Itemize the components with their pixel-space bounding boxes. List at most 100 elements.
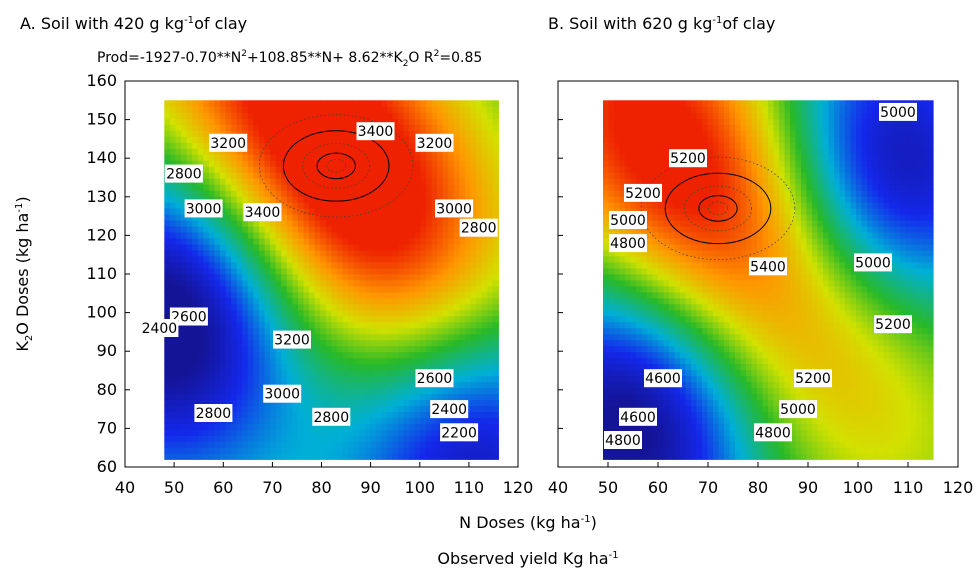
heatmap-cell xyxy=(636,178,643,185)
heatmap-cell xyxy=(353,172,360,179)
heatmap-cell xyxy=(409,213,416,221)
heatmap-cell xyxy=(685,363,692,371)
heatmap-cell xyxy=(297,148,305,155)
heatmap-cell xyxy=(674,399,681,407)
heatmap-cell xyxy=(409,399,416,407)
heatmap-cell xyxy=(258,447,266,454)
heatmap-cell xyxy=(231,106,238,113)
heatmap-cell xyxy=(713,112,720,119)
heatmap-cell xyxy=(242,106,249,113)
heatmap-cell xyxy=(487,124,494,131)
heatmap-cell xyxy=(264,441,271,448)
heatmap-cell xyxy=(292,243,299,251)
heatmap-cell xyxy=(375,100,383,107)
heatmap-cell xyxy=(370,417,377,424)
heatmap-cell xyxy=(303,160,310,167)
heatmap-cell xyxy=(348,375,355,383)
heatmap-cell xyxy=(214,172,221,179)
heatmap-cell xyxy=(718,249,725,257)
heatmap-cell xyxy=(442,219,449,227)
heatmap-cell xyxy=(253,249,260,257)
heatmap-cell xyxy=(381,297,388,305)
heatmap-cell xyxy=(718,207,725,215)
heatmap-cell xyxy=(691,291,698,299)
heatmap-cell xyxy=(481,267,488,275)
heatmap-cell xyxy=(270,231,277,239)
heatmap-cell xyxy=(348,327,355,335)
heatmap-cell xyxy=(625,172,632,179)
heatmap-cell xyxy=(669,291,676,299)
heatmap-cell xyxy=(647,345,654,353)
heatmap-cell xyxy=(242,333,249,341)
heatmap-cell xyxy=(281,130,288,137)
heatmap-cell xyxy=(348,142,355,149)
heatmap-cell xyxy=(481,279,488,287)
heatmap-cell xyxy=(331,249,338,257)
heatmap-cell xyxy=(281,369,288,377)
heatmap-cell xyxy=(691,453,698,460)
heatmap-cell xyxy=(320,333,327,341)
heatmap-cell xyxy=(680,237,687,245)
heatmap-cell xyxy=(398,273,405,281)
heatmap-cell xyxy=(481,339,488,347)
heatmap-cell xyxy=(197,112,204,119)
heatmap-cell xyxy=(658,225,665,233)
heatmap-cell xyxy=(325,291,332,299)
heatmap-cell xyxy=(470,369,477,377)
heatmap-cell xyxy=(442,261,449,269)
heatmap-cell xyxy=(619,423,626,430)
heatmap-cell xyxy=(336,423,344,430)
heatmap-cell xyxy=(492,172,499,179)
heatmap-cell xyxy=(608,339,615,347)
heatmap-cell xyxy=(470,142,477,149)
heatmap-cell xyxy=(630,112,637,119)
heatmap-cell xyxy=(707,393,714,401)
heatmap-cell xyxy=(231,112,238,119)
heatmap-cell xyxy=(181,387,188,395)
heatmap-cell xyxy=(342,423,349,430)
heatmap-cell xyxy=(286,447,293,454)
heatmap-cell xyxy=(476,279,483,287)
heatmap-cell xyxy=(242,339,249,347)
heatmap-cell xyxy=(691,136,698,143)
heatmap-cell xyxy=(476,399,483,407)
heatmap-cell xyxy=(630,273,637,281)
heatmap-cell xyxy=(275,447,282,454)
heatmap-cell xyxy=(669,243,676,251)
heatmap-cell xyxy=(669,405,676,413)
heatmap-cell xyxy=(647,423,654,430)
heatmap-cell xyxy=(203,172,210,179)
heatmap-cell xyxy=(669,321,676,329)
heatmap-cell xyxy=(652,243,659,251)
heatmap-cell xyxy=(608,261,615,269)
heatmap-cell xyxy=(685,225,692,233)
heatmap-cell xyxy=(476,273,483,281)
heatmap-cell xyxy=(470,297,477,305)
heatmap-cell xyxy=(320,357,327,365)
heatmap-cell xyxy=(164,219,171,227)
heatmap-cell xyxy=(702,387,709,395)
heatmap-cell xyxy=(647,136,654,143)
heatmap-cell xyxy=(242,273,249,281)
heatmap-cell xyxy=(320,399,327,407)
heatmap-cell xyxy=(713,357,720,365)
heatmap-cell xyxy=(425,166,433,173)
heatmap-cell xyxy=(387,297,394,305)
heatmap-cell xyxy=(381,333,388,341)
heatmap-cell xyxy=(181,453,188,460)
heatmap-cell xyxy=(459,387,466,395)
heatmap-cell xyxy=(702,369,709,377)
heatmap-cell xyxy=(387,351,394,359)
heatmap-cell xyxy=(464,345,472,353)
heatmap-cell xyxy=(364,267,371,275)
heatmap-cell xyxy=(608,381,615,389)
heatmap-cell xyxy=(453,225,460,233)
heatmap-cell xyxy=(370,207,377,215)
heatmap-cell xyxy=(164,387,171,395)
heatmap-cell xyxy=(214,393,221,401)
heatmap-cell xyxy=(264,291,271,299)
contour-line xyxy=(282,130,390,202)
heatmap-cell xyxy=(614,381,621,389)
heatmap-cell xyxy=(203,375,210,383)
heatmap-cell xyxy=(608,160,615,167)
